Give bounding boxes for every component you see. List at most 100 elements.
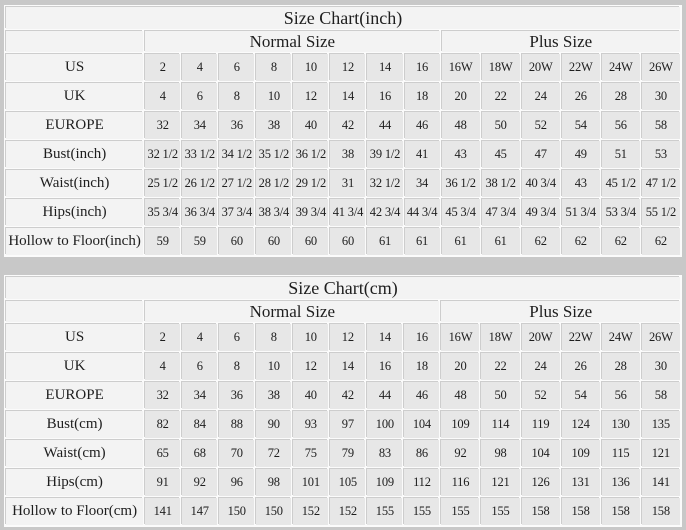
size-value-cell: 22 [481,83,520,110]
size-value-cell: 141 [641,469,680,496]
size-value-cell: 104 [521,440,560,467]
size-value-cell: 61 [404,228,440,255]
size-value-cell: 52 [521,382,560,409]
size-value-cell: 40 3/4 [521,170,560,197]
size-value-cell: 83 [367,440,403,467]
size-value-cell: 49 3/4 [521,199,560,226]
size-value-cell: 47 1/2 [641,170,680,197]
size-value-cell: 61 [481,228,520,255]
size-value-cell: 53 3/4 [601,199,640,226]
table-row: EUROPE 32 34 36 38 40 42 44 46 48 50 52 54 56 58 [6,112,680,139]
size-value-cell: 155 [404,498,440,525]
size-value-cell: 47 3/4 [481,199,520,226]
size-value-cell: 61 [367,228,403,255]
size-value-cell: 32 1/2 [145,141,181,168]
row-label: US [6,324,144,351]
table-row: US 2 4 6 8 10 12 14 16 16W 18W 20W 22W 24W 26W [6,324,680,351]
size-value-cell: 32 1/2 [367,170,403,197]
size-value-cell: 22W [561,54,600,81]
size-value-cell: 105 [330,469,366,496]
size-value-cell: 16 [404,54,440,81]
size-value-cell: 84 [182,411,218,438]
size-value-cell: 38 [330,141,366,168]
size-value-cell: 79 [330,440,366,467]
size-chart-inch: Size Chart(inch) Normal Size Plus Size U… [4,5,682,257]
size-value-cell: 38 3/4 [256,199,292,226]
size-chart-inch-table: Size Chart(inch) Normal Size Plus Size U… [4,5,682,257]
size-value-cell: 158 [521,498,560,525]
size-value-cell: 26 [561,353,600,380]
size-value-cell: 24W [601,54,640,81]
size-value-cell: 6 [219,54,255,81]
size-value-cell: 12 [330,54,366,81]
size-value-cell: 26W [641,54,680,81]
size-value-cell: 109 [561,440,600,467]
size-value-cell: 54 [561,382,600,409]
size-value-cell: 104 [404,411,440,438]
size-value-cell: 12 [293,353,329,380]
size-value-cell: 14 [367,324,403,351]
size-value-cell: 12 [330,324,366,351]
size-value-cell: 55 1/2 [641,199,680,226]
size-value-cell: 34 [404,170,440,197]
size-value-cell: 96 [219,469,255,496]
size-value-cell: 98 [256,469,292,496]
size-chart-cm-table: Size Chart(cm) Normal Size Plus Size US 2… [4,275,682,527]
size-value-cell: 44 [367,112,403,139]
size-value-cell: 45 [481,141,520,168]
size-value-cell: 93 [293,411,329,438]
size-value-cell: 158 [641,498,680,525]
size-value-cell: 10 [293,324,329,351]
size-value-cell: 75 [293,440,329,467]
size-value-cell: 62 [601,228,640,255]
size-value-cell: 119 [521,411,560,438]
table-row: Bust(inch) 32 1/2 33 1/2 34 1/2 35 1/2 36 1/2… [6,141,680,168]
size-value-cell: 28 [601,83,640,110]
size-value-cell: 158 [601,498,640,525]
size-value-cell: 14 [330,353,366,380]
size-value-cell: 56 [601,112,640,139]
row-label: Hollow to Floor(inch) [6,228,144,255]
size-value-cell: 131 [561,469,600,496]
size-value-cell: 16W [441,54,480,81]
size-value-cell: 22 [481,353,520,380]
size-value-cell: 61 [441,228,480,255]
size-value-cell: 158 [561,498,600,525]
size-value-cell: 121 [481,469,520,496]
size-value-cell: 109 [367,469,403,496]
size-value-cell: 56 [601,382,640,409]
row-label: Waist(inch) [6,170,144,197]
title-row: Size Chart(inch) [6,7,680,29]
size-value-cell: 72 [256,440,292,467]
size-chart-cm: Size Chart(cm) Normal Size Plus Size US 2… [4,275,682,527]
size-value-cell: 36 3/4 [182,199,218,226]
size-value-cell: 50 [481,382,520,409]
size-value-cell: 53 [641,141,680,168]
size-value-cell: 31 [330,170,366,197]
size-value-cell: 36 [219,112,255,139]
size-value-cell: 6 [219,324,255,351]
size-value-cell: 136 [601,469,640,496]
size-value-cell: 37 3/4 [219,199,255,226]
size-value-cell: 4 [182,54,218,81]
size-value-cell: 35 3/4 [145,199,181,226]
row-label: EUROPE [6,112,144,139]
size-value-cell: 60 [219,228,255,255]
size-value-cell: 49 [561,141,600,168]
size-value-cell: 8 [219,353,255,380]
size-value-cell: 60 [330,228,366,255]
size-value-cell: 16W [441,324,480,351]
size-value-cell: 40 [293,112,329,139]
size-value-cell: 18W [481,54,520,81]
size-value-cell: 58 [641,382,680,409]
size-value-cell: 62 [561,228,600,255]
size-value-cell: 100 [367,411,403,438]
size-value-cell: 46 [404,112,440,139]
table-row: Waist(cm) 65 68 70 72 75 79 83 86 92 98 104 109 115 12… [6,440,680,467]
size-value-cell: 50 [481,112,520,139]
size-value-cell: 60 [256,228,292,255]
size-value-cell: 155 [481,498,520,525]
size-value-cell: 42 [330,382,366,409]
size-value-cell: 90 [256,411,292,438]
row-label: Hips(inch) [6,199,144,226]
